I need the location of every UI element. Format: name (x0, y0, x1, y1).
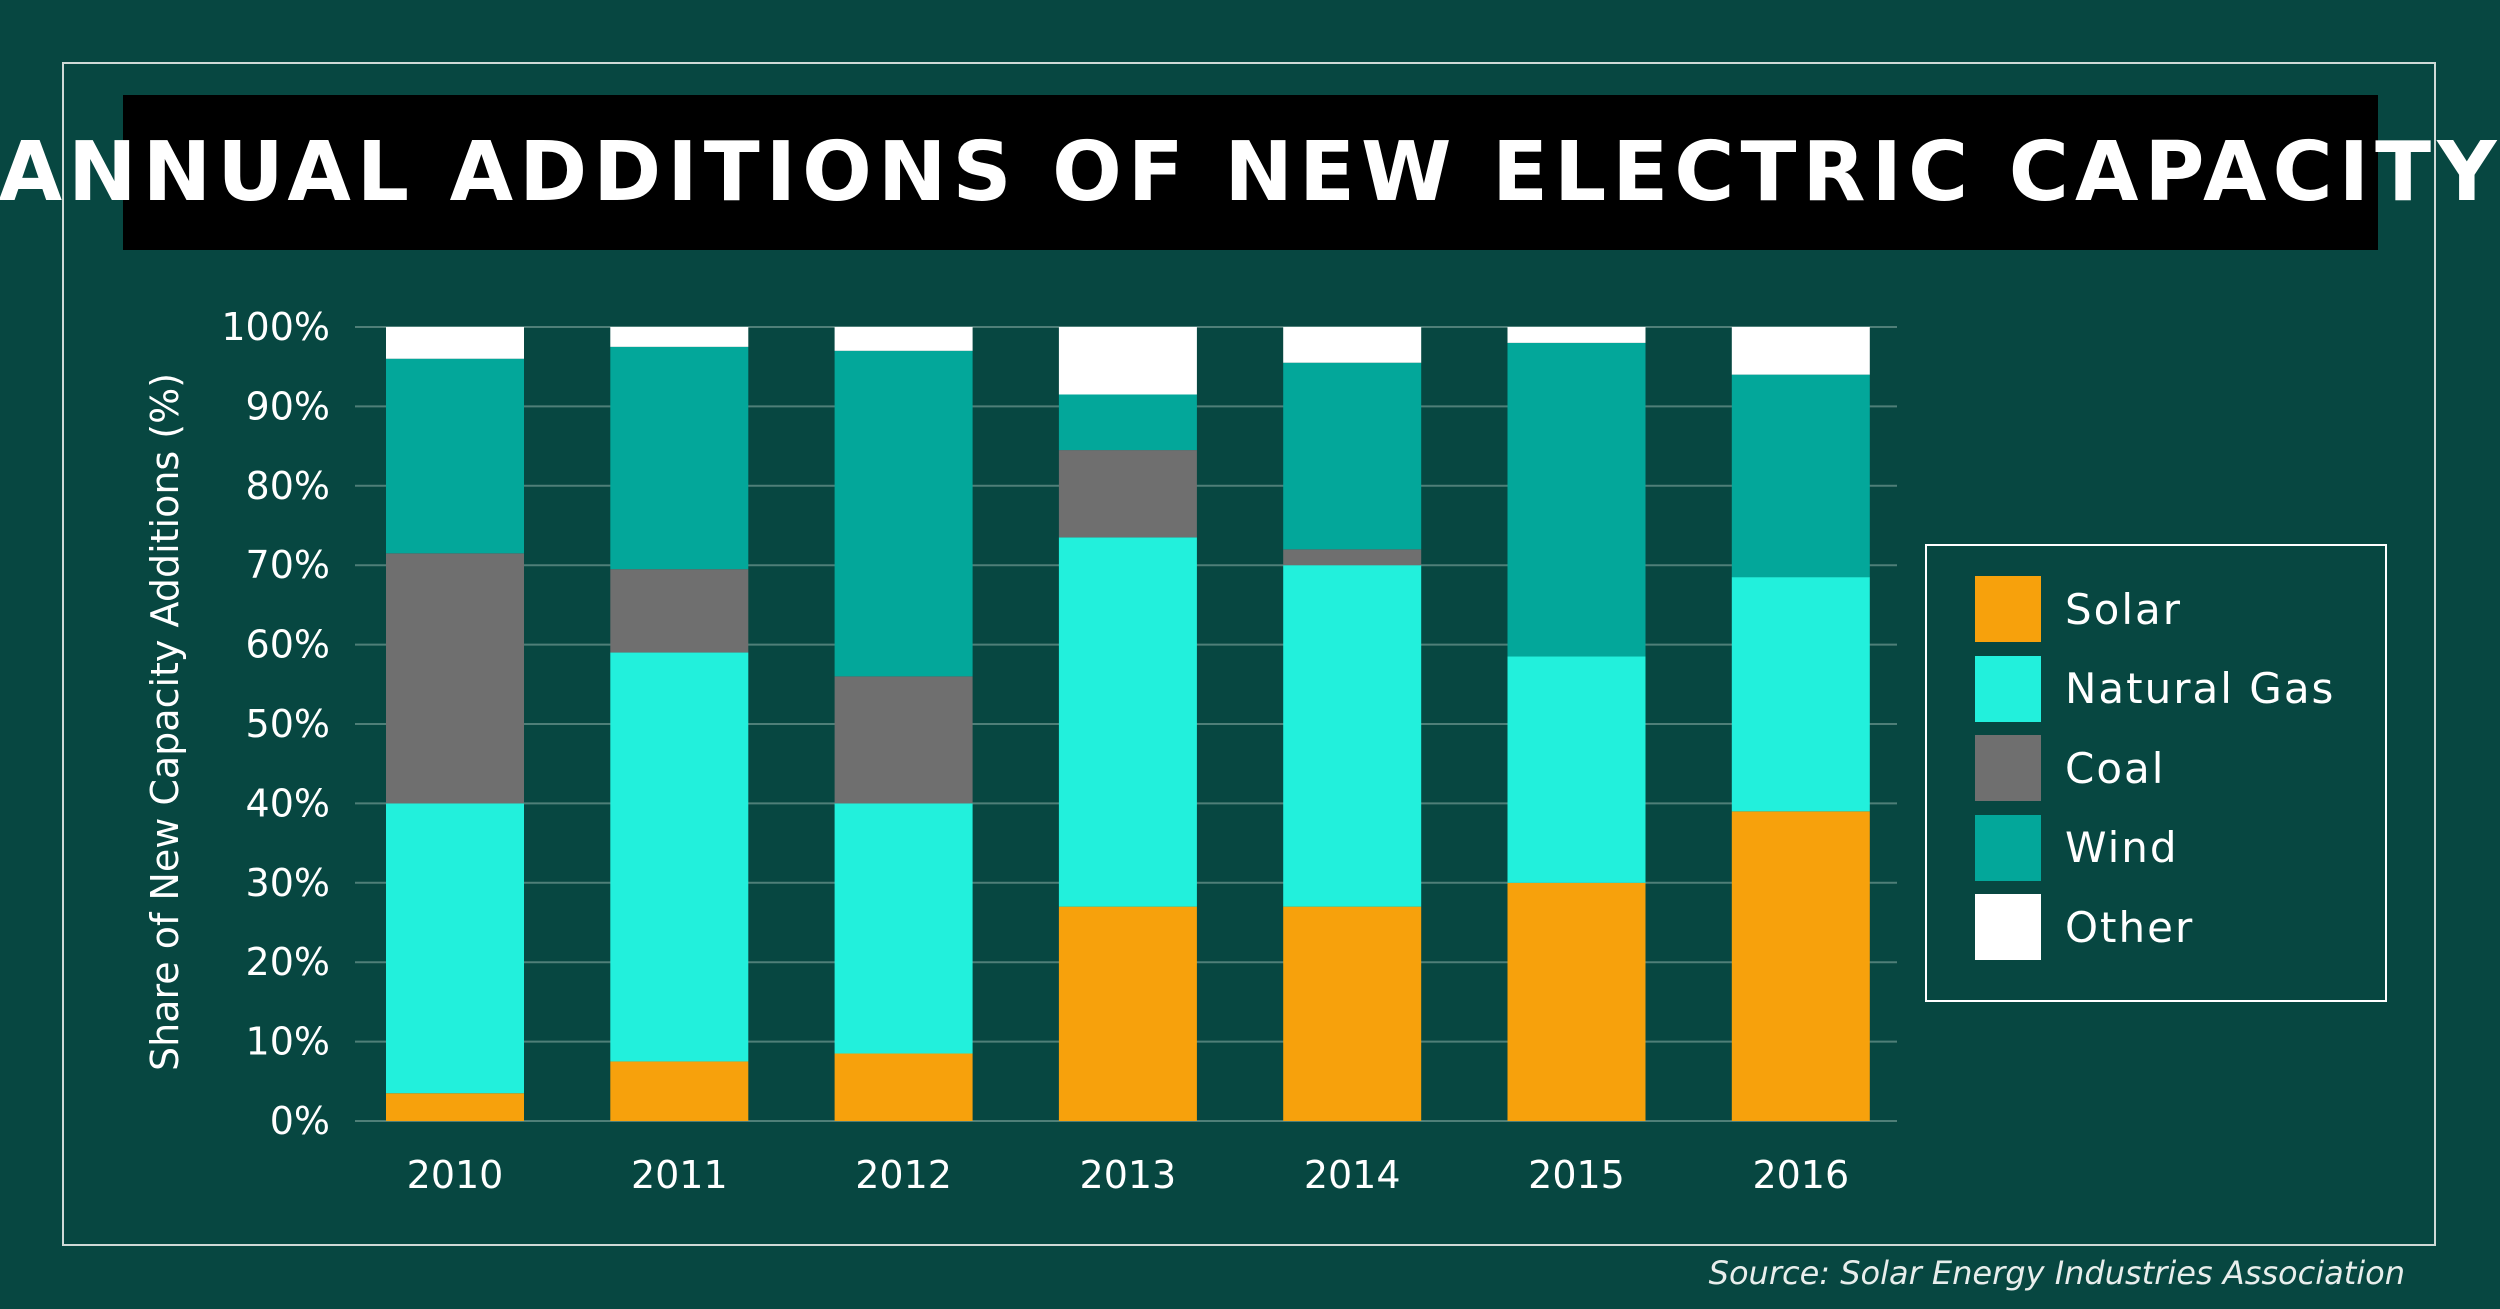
x-tick-label: 2013 (1080, 1153, 1177, 1197)
bar-segment-coal (1058, 450, 1197, 538)
legend-item: Natural Gas (1975, 655, 2336, 722)
bar-segment-wind (610, 346, 749, 570)
x-tick-labels: 2010 2011 2012 2013 2014 2015 2016 (407, 1153, 1850, 1197)
legend-label: Other (2065, 902, 2195, 952)
y-tick-label: 10% (246, 1020, 330, 1064)
legend-item: Other (1975, 894, 2194, 960)
y-tick-label: 30% (246, 861, 330, 905)
bar-segment-solar (1731, 811, 1870, 1121)
bar-segment-natural-gas (1731, 577, 1870, 812)
y-tick-label: 90% (246, 384, 330, 428)
bar-segment-natural-gas (1058, 537, 1197, 907)
source-note: Source: Solar Energy Industries Associat… (1708, 1254, 2405, 1292)
y-tick-labels: 0% 10% 20% 30% 40% 50% 60% 70% 80% 90% 100% (221, 305, 330, 1143)
y-tick-label: 60% (246, 623, 330, 667)
legend-swatch (1975, 735, 2041, 801)
bar-segment-solar (386, 1093, 524, 1121)
bar-segment-other (834, 327, 973, 351)
bar-segment-natural-gas (610, 652, 749, 1062)
bar-segment-solar (834, 1053, 973, 1121)
bar-segment-natural-gas (1283, 565, 1422, 907)
x-tick-label: 2011 (631, 1153, 728, 1197)
bar-segment-other (386, 327, 524, 359)
bar-segment-coal (386, 553, 524, 804)
bar-segment-coal (610, 569, 749, 653)
x-tick-label: 2014 (1304, 1153, 1401, 1197)
bar-segment-other (1731, 327, 1870, 375)
bar-segment-natural-gas (834, 803, 973, 1054)
legend-swatch (1975, 894, 2041, 960)
legend-label: Wind (2065, 823, 2179, 872)
x-tick-label: 2015 (1528, 1153, 1625, 1197)
bar-segment-coal (834, 676, 973, 804)
bar-segment-natural-gas (386, 803, 524, 1094)
legend-item: Coal (1975, 735, 2165, 801)
y-tick-label: 40% (246, 781, 330, 825)
bar-segment-solar (1283, 906, 1422, 1121)
x-tick-label: 2012 (855, 1153, 952, 1197)
legend-swatch (1975, 655, 2041, 722)
bar-segment-solar (1058, 906, 1197, 1121)
legend-item: Solar (1975, 576, 2182, 642)
bars (386, 327, 1870, 1121)
bar-segment-wind (1731, 374, 1870, 578)
legend-swatch (1975, 814, 2041, 881)
bar-segment-natural-gas (1507, 656, 1646, 883)
bar-segment-other (610, 327, 749, 347)
legend-label: Natural Gas (2065, 664, 2336, 713)
y-tick-label: 100% (221, 305, 330, 349)
y-tick-label: 20% (246, 940, 330, 984)
bar-segment-other (1058, 327, 1197, 395)
y-tick-label: 80% (246, 464, 330, 508)
bar-segment-other (1283, 327, 1422, 363)
y-tick-label: 50% (246, 702, 330, 746)
chart-title: ANNUAL ADDITIONS OF NEW ELECTRIC CAPACIT… (0, 125, 2500, 220)
bar-segment-wind (1058, 394, 1197, 451)
chart-frame (62, 62, 2436, 1246)
y-tick-label: 70% (246, 543, 330, 587)
legend-label: Solar (2065, 584, 2183, 634)
title-banner: ANNUAL ADDITIONS OF NEW ELECTRIC CAPACIT… (0, 95, 2496, 250)
bar-segment-solar (1507, 882, 1646, 1121)
bar-segment-solar (610, 1061, 749, 1121)
legend-swatch (1975, 576, 2041, 642)
bar-segment-wind (834, 350, 973, 677)
bar-segment-wind (386, 358, 524, 554)
x-tick-label: 2016 (1752, 1153, 1849, 1197)
y-axis-label: Share of New Capacity Additions (%) (143, 373, 187, 1071)
y-tick-label: 0% (270, 1099, 330, 1143)
bar-segment-wind (1507, 342, 1646, 657)
bar-segment-other (1507, 327, 1646, 343)
x-tick-label: 2010 (407, 1153, 504, 1197)
legend-label: Coal (2065, 743, 2166, 793)
legend-item: Wind (1975, 814, 2179, 881)
bar-segment-wind (1283, 362, 1422, 550)
bar-segment-coal (1283, 549, 1422, 566)
legend: Solar Natural Gas Coal Wind Other (1925, 544, 2387, 1002)
